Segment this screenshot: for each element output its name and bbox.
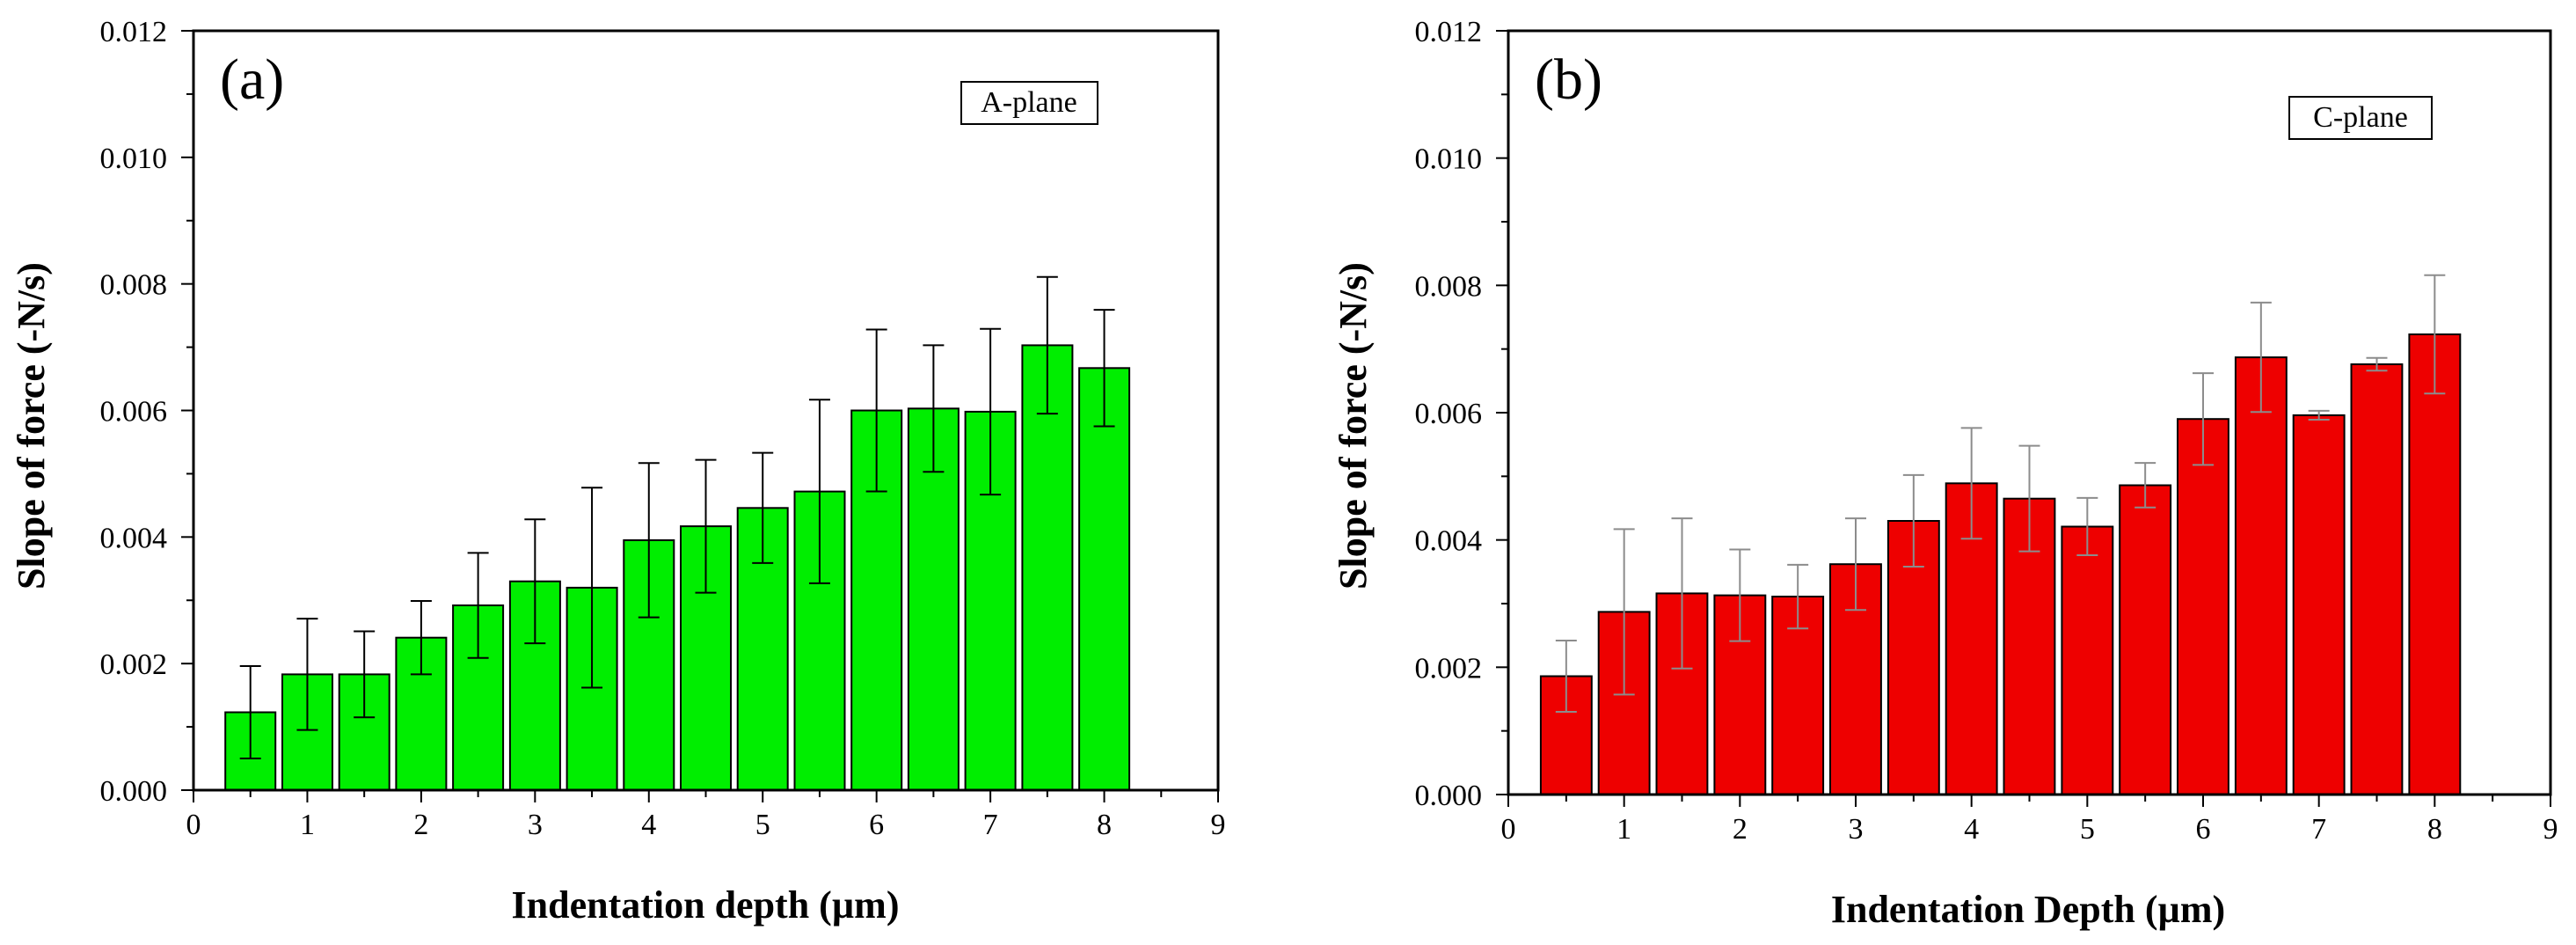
x-tick-label-b-7: 7: [2311, 813, 2326, 846]
y-tick-label-a-1: 0.002: [100, 648, 168, 681]
x-tick-label-b-4: 4: [1964, 813, 1979, 846]
bar-series-b: [1539, 333, 2462, 796]
y-tick-label-a-6: 0.012: [100, 16, 168, 48]
bar-b-14: [2292, 414, 2346, 795]
y-tick-label-b-1: 0.002: [1415, 652, 1483, 685]
x-tick-label-a-8: 8: [1097, 809, 1112, 841]
y-tick-label-b-0: 0.000: [1415, 780, 1483, 812]
error-bar-b-1: [1555, 639, 1577, 713]
x-tick-label-a-6: 6: [869, 809, 884, 841]
y-tick-label-b-5: 0.010: [1415, 143, 1483, 176]
error-bar-a-4: [410, 599, 432, 676]
y-tick-label-a-5: 0.010: [100, 143, 168, 175]
error-bar-b-8: [1960, 427, 1982, 540]
x-tick-label-b-1: 1: [1616, 813, 1631, 846]
error-bar-a-9: [695, 458, 717, 594]
chart-panel-b: 0 1 2 3 4 5 6 7 8 9 0.000 0.002 0.004 0.006 0.008 0.01…: [1332, 16, 2558, 931]
panel-label-a: (a): [220, 48, 284, 112]
error-bar-a-6: [524, 518, 546, 645]
legend-b: C-plane: [2288, 96, 2433, 140]
x-axis-title-b: Indentation Depth (µm): [1831, 888, 2225, 931]
y-axis-title-a: Slope of force (-N/s): [10, 262, 53, 590]
bar-b-11: [2119, 484, 2172, 795]
error-bars-b: [1555, 274, 2446, 713]
x-axis-ticks-a: 0 1 2 3 4 5 6 7 8 9: [186, 790, 1226, 841]
bar-b-10: [2061, 525, 2114, 795]
bar-b-13: [2234, 356, 2288, 795]
bar-b-16: [2408, 333, 2462, 795]
y-tick-label-a-4: 0.008: [100, 269, 168, 302]
x-tick-label-b-6: 6: [2196, 813, 2211, 846]
error-bar-a-13: [923, 344, 945, 473]
error-bar-a-1: [239, 665, 261, 760]
error-bar-a-11: [808, 399, 830, 584]
y-tick-label-a-3: 0.006: [100, 396, 168, 429]
error-bar-b-4: [1729, 548, 1751, 642]
x-tick-label-b-5: 5: [2080, 813, 2095, 846]
error-bar-b-13: [2250, 301, 2272, 414]
panel-label-b: (b): [1535, 48, 1602, 112]
x-axis-ticks-b: 0 1 2 3 4 5 6 7 8 9: [1501, 795, 2558, 846]
error-bar-b-9: [2018, 444, 2040, 553]
bar-series-a: [224, 344, 1131, 792]
x-tick-label-b-8: 8: [2427, 813, 2442, 846]
y-tick-label-b-3: 0.006: [1415, 398, 1483, 430]
legend-box-b: [2288, 96, 2433, 140]
legend-label-b: C-plane: [2313, 101, 2408, 134]
x-tick-label-a-0: 0: [186, 809, 201, 841]
legend-box-a: [960, 81, 1098, 125]
y-tick-label-a-2: 0.004: [100, 522, 168, 554]
x-tick-label-b-0: 0: [1501, 813, 1516, 846]
error-bar-a-16: [1093, 309, 1115, 428]
x-tick-label-b-3: 3: [1849, 813, 1864, 846]
error-bar-b-2: [1613, 528, 1635, 696]
x-tick-label-a-7: 7: [983, 809, 998, 841]
error-bar-a-5: [467, 552, 489, 659]
x-axis-title-a: Indentation depth (µm): [512, 883, 900, 927]
y-tick-label-b-2: 0.004: [1415, 525, 1483, 558]
error-bar-a-10: [752, 451, 774, 564]
legend-label-a: A-plane: [981, 86, 1077, 119]
error-bar-b-16: [2424, 274, 2446, 395]
bar-b-12: [2177, 418, 2229, 795]
x-tick-label-a-1: 1: [300, 809, 315, 841]
error-bar-b-12: [2193, 372, 2214, 466]
error-bar-b-14: [2308, 409, 2330, 421]
x-tick-label-a-9: 9: [1211, 809, 1226, 841]
error-bar-b-5: [1787, 563, 1809, 630]
bar-b-15: [2350, 363, 2404, 795]
error-bar-b-11: [2135, 462, 2156, 509]
y-axis-title-b: Slope of force (-N/s): [1332, 262, 1375, 590]
error-bar-b-10: [2076, 496, 2098, 557]
bar-b-5: [1771, 596, 1825, 795]
error-bar-b-3: [1671, 517, 1693, 670]
error-bar-a-12: [865, 328, 887, 493]
error-bar-a-3: [354, 630, 376, 719]
x-tick-label-b-9: 9: [2543, 813, 2558, 846]
y-tick-label-b-4: 0.008: [1415, 270, 1483, 303]
chart-panel-a: 0 1 2 3 4 5 6 7 8 9 0.000 0.002 0.004 0.006 0.008 0.01…: [10, 16, 1226, 927]
error-bar-a-7: [581, 487, 603, 689]
error-bar-a-15: [1036, 275, 1058, 415]
x-tick-label-a-3: 3: [528, 809, 543, 841]
bar-a-16: [1078, 367, 1131, 791]
legend-a: A-plane: [960, 81, 1098, 125]
error-bar-a-2: [296, 618, 318, 731]
error-bar-b-15: [2366, 356, 2388, 372]
error-bar-a-8: [638, 462, 660, 619]
y-tick-label-b-6: 0.012: [1415, 16, 1483, 48]
bar-a-4: [395, 636, 448, 792]
x-tick-label-b-2: 2: [1733, 813, 1748, 846]
error-bar-b-7: [1902, 473, 1924, 568]
x-tick-label-a-2: 2: [413, 809, 428, 841]
y-axis-ticks-b: 0.000 0.002 0.004 0.006 0.008 0.010 0.012: [1415, 16, 1508, 812]
x-tick-label-a-5: 5: [755, 809, 770, 841]
y-axis-ticks-a: 0.000 0.002 0.004 0.006 0.008 0.010 0.012: [100, 16, 193, 808]
y-tick-label-a-0: 0.000: [100, 775, 168, 808]
error-bars-a: [239, 275, 1115, 760]
error-bar-a-14: [980, 327, 1002, 496]
error-bar-b-6: [1845, 517, 1866, 612]
x-tick-label-a-4: 4: [641, 809, 656, 841]
